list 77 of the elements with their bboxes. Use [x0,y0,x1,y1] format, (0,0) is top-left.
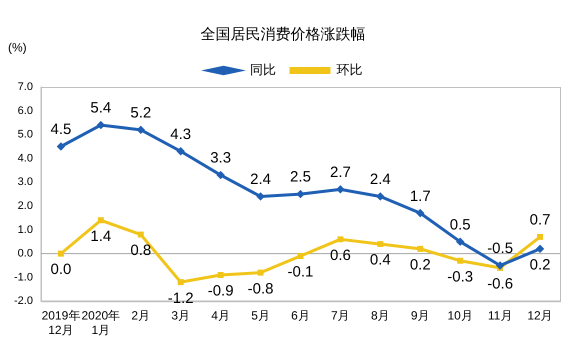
point [98,217,104,224]
point [457,258,464,264]
point [176,147,185,156]
point [258,270,264,276]
y-tick-label: 2.0 [18,200,33,212]
x-tick-label: 2019年 12月 [42,308,80,338]
point [298,253,304,259]
x-tick-label: 4月 [211,308,230,323]
y-tick-label: 1.0 [18,224,33,236]
data-label: -0.3 [447,268,474,286]
point [456,238,464,246]
data-label: 4.3 [170,126,192,143]
data-label: 2.4 [370,171,391,188]
y-tick-label: 7.0 [18,81,33,94]
x-tick-label: 5月 [251,308,270,323]
point [256,192,265,200]
point [337,236,344,242]
y-tick-label: -2.0 [14,295,33,308]
x-tick-label: 2020年 1月 [81,308,120,338]
point [336,185,344,194]
point [417,246,424,252]
y-tick-label: 6.0 [18,104,33,117]
data-label: 0.4 [370,252,391,269]
y-axis-title: (%) [8,40,27,54]
y-tick-label: 4.0 [18,152,33,164]
chart-title: 全国居民消费价格涨跌幅 [200,26,366,44]
x-tick-label: 6月 [291,308,310,323]
point [216,171,225,180]
data-label: 5.2 [130,104,152,122]
data-label: 0.2 [410,256,431,274]
data-label: 0.0 [50,261,72,278]
data-label: -0.8 [248,280,274,298]
data-label: 1.4 [90,228,112,245]
point [138,232,144,238]
data-label: -0.6 [487,276,514,293]
x-tick-label: 8月 [370,308,390,323]
data-label: -0.5 [487,240,514,258]
data-label: 1.7 [410,188,431,205]
data-label: 2.5 [290,168,311,186]
point [96,121,105,130]
point [218,272,224,278]
legend-label: 环比 [336,62,362,78]
x-tick-label: 3月 [171,308,190,323]
point [496,262,504,270]
data-label: -0.9 [208,282,234,300]
y-tick-label: -1.0 [14,271,33,284]
x-tick-label: 7月 [331,308,350,323]
x-tick-label: 11月 [488,308,512,323]
data-label: 2.4 [250,171,271,188]
data-label: 0.6 [330,246,351,264]
data-label: -1.2 [168,290,194,307]
data-label: 0.2 [530,256,550,274]
x-tick-label: 2月 [131,308,150,323]
point [376,192,384,200]
data-label: 2.7 [330,164,351,181]
point [536,244,544,253]
data-label: 4.5 [50,121,72,138]
point [58,250,64,257]
data-label: 5.4 [90,100,112,117]
y-tick-label: 0.0 [18,248,33,260]
point [136,126,145,134]
point [56,142,65,150]
point [537,234,544,240]
point [416,209,424,218]
data-label: 0.5 [450,216,471,234]
point [377,241,384,248]
data-label: -0.1 [288,264,314,281]
data-label: 3.3 [210,150,232,167]
data-label: 0.8 [130,242,152,260]
y-tick-label: 3.0 [18,176,33,188]
x-tick-label: 12月 [527,308,553,323]
data-label: 0.7 [530,212,550,229]
y-tick-label: 5.0 [18,128,33,141]
x-tick-label: 10月 [448,308,473,323]
point [178,279,184,286]
legend-label: 同比 [250,62,276,78]
x-tick-label: 9月 [410,308,430,323]
